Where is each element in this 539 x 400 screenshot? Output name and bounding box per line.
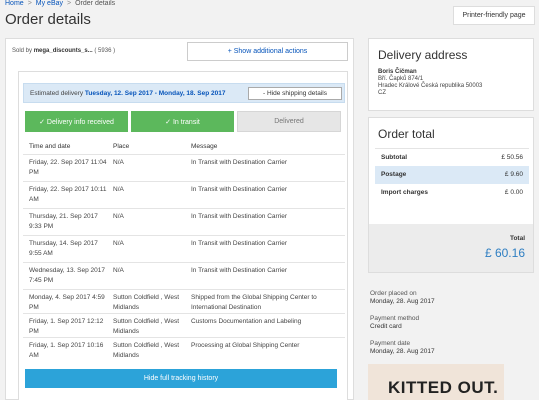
event-time: Friday, 22. Sep 2017 10:11 AM [29, 186, 107, 203]
payment-date-value: Monday, 28. Aug 2017 [370, 348, 435, 355]
breadcrumb-separator: > [27, 0, 32, 7]
recipient-name: Boris Čičman [378, 69, 417, 75]
breadcrumb-home[interactable]: Home [5, 0, 24, 7]
import-charges-value: £ 0.00 [504, 189, 523, 196]
event-time: Thursday, 21. Sep 2017 9:33 PM [29, 213, 98, 230]
address-line-2: Hradec Králové Česká republika 50003 [378, 83, 483, 89]
subtotal-label: Subtotal [381, 154, 407, 161]
event-place: Sutton Coldfield , West Midlands [113, 342, 179, 359]
total-value: £ 60.16 [484, 246, 525, 260]
grand-total: Total £ 60.16 [369, 224, 533, 272]
event-place: N/A [113, 240, 124, 247]
subtotal-row: Subtotal £ 50.56 [375, 148, 529, 166]
delivery-address-card: Delivery address Boris Čičman Bří. Čapků… [368, 38, 534, 111]
event-time: Friday, 1. Sep 2017 10:16 AM [29, 342, 104, 359]
address-country: CZ [378, 90, 386, 96]
breadcrumb-my-ebay[interactable]: My eBay [35, 0, 64, 7]
breadcrumb: Home > My eBay > Order details [5, 0, 115, 7]
event-time: Wednesday, 13. Sep 2017 7:45 PM [29, 267, 106, 284]
order-total-card: Order total Subtotal £ 50.56 Postage £ 9… [368, 117, 534, 273]
payment-method-value: Credit card [370, 323, 402, 330]
step-in-transit: ✓ In transit [131, 111, 234, 132]
event-message: Customs Documentation and Labeling [191, 318, 302, 325]
seller-prefix: Sold by [12, 48, 33, 54]
seller-name[interactable]: mega_discounts_s... [33, 48, 93, 54]
step-delivered: Delivered [237, 111, 341, 132]
order-total-title: Order total [378, 127, 435, 141]
event-place: Sutton Coldfield , West Midlands [113, 318, 179, 335]
order-placed-label: Order placed on [370, 290, 417, 297]
event-message: Processing at Global Shipping Center [191, 342, 300, 349]
event-message: In Transit with Destination Carrier [191, 213, 288, 220]
table-row: Friday, 1. Sep 2017 10:16 AM Sutton Cold… [23, 337, 345, 363]
event-place: N/A [113, 267, 124, 274]
column-header-message: Message [191, 143, 218, 150]
column-header-time: Time and date [29, 143, 71, 150]
delivery-address-title: Delivery address [378, 48, 468, 62]
tracking-box: Estimated delivery Tuesday, 12. Sep 2017… [18, 71, 348, 400]
estimated-delivery-label: Estimated delivery [30, 90, 84, 97]
table-row: Thursday, 14. Sep 2017 9:55 AM N/A In Tr… [23, 235, 345, 262]
order-placed-value: Monday, 28. Aug 2017 [370, 298, 435, 305]
seller-score[interactable]: ( 5936 ) [94, 48, 116, 54]
hide-tracking-history-button[interactable]: Hide full tracking history [25, 369, 337, 388]
postage-label: Postage [381, 171, 407, 178]
advertisement-text: KITTED OUT. [388, 378, 499, 397]
subtotal-value: £ 50.56 [501, 154, 523, 161]
printer-friendly-button[interactable]: Printer-friendly page [453, 6, 535, 25]
table-row: Friday, 1. Sep 2017 12:12 PM Sutton Cold… [23, 313, 345, 337]
advertisement-banner[interactable]: KITTED OUT. [368, 364, 504, 400]
table-row: Monday, 4. Sep 2017 4:59 PM Sutton Coldf… [23, 289, 345, 313]
event-time: Friday, 22. Sep 2017 11:04 PM [29, 159, 107, 176]
event-message: In Transit with Destination Carrier [191, 159, 288, 166]
event-message: In Transit with Destination Carrier [191, 240, 288, 247]
payment-date-label: Payment date [370, 340, 411, 347]
estimated-delivery-dates: Tuesday, 12. Sep 2017 - Monday, 18. Sep … [84, 90, 226, 97]
estimated-delivery-text: Estimated delivery Tuesday, 12. Sep 2017… [30, 90, 225, 97]
breadcrumb-separator: > [67, 0, 72, 7]
event-place: N/A [113, 186, 124, 193]
hide-shipping-details-button[interactable]: - Hide shipping details [248, 87, 342, 100]
table-row: Thursday, 21. Sep 2017 9:33 PM N/A In Tr… [23, 208, 345, 235]
event-message: Shipped from the Global Shipping Center … [191, 294, 317, 311]
event-place: N/A [113, 213, 124, 220]
total-label: Total [509, 235, 525, 242]
estimated-delivery-bar: Estimated delivery Tuesday, 12. Sep 2017… [23, 83, 345, 103]
event-message: In Transit with Destination Carrier [191, 267, 288, 274]
event-place: N/A [113, 159, 124, 166]
page-title: Order details [5, 11, 91, 28]
event-time: Thursday, 14. Sep 2017 9:55 AM [29, 240, 98, 257]
address-line-1: Bří. Čapků 874/1 [378, 76, 424, 82]
event-message: In Transit with Destination Carrier [191, 186, 288, 193]
table-row: Friday, 22. Sep 2017 11:04 PM N/A In Tra… [23, 154, 345, 181]
column-header-place: Place [113, 143, 130, 150]
breadcrumb-current: Order details [75, 0, 116, 7]
delivery-address-lines: Boris Čičman Bří. Čapků 874/1 Hradec Krá… [378, 69, 482, 97]
event-place: Sutton Coldfield , West Midlands [113, 294, 179, 311]
import-charges-row: Import charges £ 0.00 [375, 184, 529, 202]
show-additional-actions-button[interactable]: + Show additional actions [187, 42, 348, 61]
postage-value: £ 9.60 [504, 171, 523, 178]
order-panel: Sold by mega_discounts_s... ( 5936 ) + S… [5, 38, 354, 400]
event-time: Friday, 1. Sep 2017 12:12 PM [29, 318, 104, 335]
table-row: Wednesday, 13. Sep 2017 7:45 PM N/A In T… [23, 262, 345, 289]
seller-info: Sold by mega_discounts_s... ( 5936 ) [12, 48, 115, 54]
import-charges-label: Import charges [381, 189, 428, 196]
payment-method-label: Payment method [370, 315, 420, 322]
event-time: Monday, 4. Sep 2017 4:59 PM [29, 294, 105, 311]
step-delivery-info-received: ✓ Delivery info received [25, 111, 128, 132]
table-row: Friday, 22. Sep 2017 10:11 AM N/A In Tra… [23, 181, 345, 208]
postage-row: Postage £ 9.60 [375, 166, 529, 184]
